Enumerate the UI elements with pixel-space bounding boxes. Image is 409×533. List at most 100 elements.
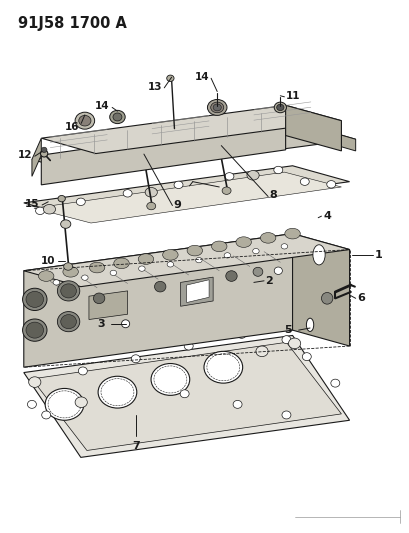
- Ellipse shape: [180, 390, 189, 398]
- Ellipse shape: [131, 355, 140, 363]
- Ellipse shape: [224, 253, 230, 258]
- Text: 10: 10: [41, 256, 55, 266]
- Text: 15: 15: [25, 199, 40, 209]
- Polygon shape: [180, 277, 213, 306]
- Ellipse shape: [26, 322, 43, 338]
- Ellipse shape: [75, 397, 87, 408]
- Ellipse shape: [236, 330, 245, 338]
- Ellipse shape: [284, 228, 299, 239]
- Ellipse shape: [174, 181, 182, 189]
- Ellipse shape: [29, 377, 41, 387]
- Ellipse shape: [123, 190, 132, 197]
- Ellipse shape: [26, 292, 43, 308]
- Ellipse shape: [110, 270, 116, 276]
- Ellipse shape: [36, 207, 45, 215]
- Text: 4: 4: [322, 211, 330, 221]
- Ellipse shape: [93, 293, 105, 304]
- Ellipse shape: [281, 244, 287, 249]
- Polygon shape: [24, 335, 349, 457]
- Polygon shape: [186, 280, 209, 303]
- Ellipse shape: [225, 271, 236, 281]
- Polygon shape: [292, 233, 349, 346]
- Ellipse shape: [225, 173, 234, 180]
- Ellipse shape: [61, 284, 76, 298]
- Ellipse shape: [30, 378, 39, 386]
- Ellipse shape: [167, 262, 173, 267]
- Ellipse shape: [213, 104, 221, 111]
- Ellipse shape: [166, 75, 174, 82]
- Text: 2: 2: [265, 276, 272, 286]
- Ellipse shape: [326, 181, 335, 188]
- Ellipse shape: [81, 275, 88, 280]
- Text: 6: 6: [356, 293, 364, 303]
- Ellipse shape: [273, 166, 282, 174]
- Ellipse shape: [138, 266, 145, 271]
- Ellipse shape: [301, 353, 310, 361]
- Ellipse shape: [41, 147, 47, 152]
- Ellipse shape: [110, 110, 125, 124]
- Ellipse shape: [276, 104, 283, 111]
- Ellipse shape: [162, 249, 178, 260]
- Ellipse shape: [154, 281, 166, 292]
- Text: 1: 1: [373, 250, 381, 260]
- Ellipse shape: [210, 102, 223, 113]
- Ellipse shape: [330, 379, 339, 387]
- Ellipse shape: [61, 220, 71, 228]
- Ellipse shape: [57, 281, 80, 301]
- Ellipse shape: [187, 245, 202, 256]
- Ellipse shape: [255, 346, 267, 357]
- Text: 91J58 1700 A: 91J58 1700 A: [18, 16, 126, 31]
- Polygon shape: [24, 233, 292, 367]
- Ellipse shape: [79, 115, 91, 126]
- Ellipse shape: [260, 232, 275, 243]
- Ellipse shape: [121, 320, 129, 328]
- Ellipse shape: [151, 364, 189, 395]
- Ellipse shape: [138, 254, 153, 264]
- Ellipse shape: [222, 187, 231, 195]
- Text: 12: 12: [18, 150, 32, 160]
- Text: 3: 3: [97, 319, 105, 329]
- Text: 9: 9: [173, 200, 181, 210]
- Ellipse shape: [204, 351, 242, 383]
- Text: 14: 14: [194, 72, 209, 82]
- Polygon shape: [24, 233, 349, 287]
- Ellipse shape: [22, 288, 47, 311]
- Polygon shape: [24, 166, 349, 219]
- Ellipse shape: [288, 338, 300, 349]
- Text: 11: 11: [285, 91, 299, 101]
- Ellipse shape: [246, 171, 258, 180]
- Polygon shape: [32, 123, 355, 175]
- Ellipse shape: [58, 196, 65, 202]
- Text: 13: 13: [148, 82, 162, 92]
- Ellipse shape: [281, 336, 290, 344]
- Polygon shape: [89, 291, 127, 319]
- Ellipse shape: [63, 266, 78, 277]
- Ellipse shape: [27, 400, 36, 408]
- Ellipse shape: [75, 112, 94, 129]
- Ellipse shape: [252, 248, 258, 254]
- Ellipse shape: [61, 314, 76, 329]
- Text: 14: 14: [95, 101, 110, 111]
- Ellipse shape: [98, 376, 137, 408]
- Ellipse shape: [63, 263, 72, 270]
- Ellipse shape: [76, 198, 85, 206]
- Ellipse shape: [184, 342, 193, 350]
- Ellipse shape: [233, 400, 241, 408]
- Ellipse shape: [321, 293, 332, 304]
- Ellipse shape: [145, 188, 157, 197]
- Text: 5: 5: [284, 325, 292, 335]
- Ellipse shape: [207, 100, 227, 115]
- Ellipse shape: [274, 102, 286, 113]
- Polygon shape: [41, 106, 341, 154]
- Text: 8: 8: [269, 190, 276, 200]
- Ellipse shape: [274, 267, 282, 274]
- Ellipse shape: [214, 141, 221, 148]
- Polygon shape: [32, 342, 341, 450]
- Ellipse shape: [281, 411, 290, 419]
- Ellipse shape: [57, 312, 80, 332]
- Polygon shape: [41, 120, 285, 185]
- Ellipse shape: [78, 367, 87, 375]
- Ellipse shape: [89, 262, 105, 273]
- Ellipse shape: [211, 241, 227, 252]
- Ellipse shape: [235, 237, 251, 247]
